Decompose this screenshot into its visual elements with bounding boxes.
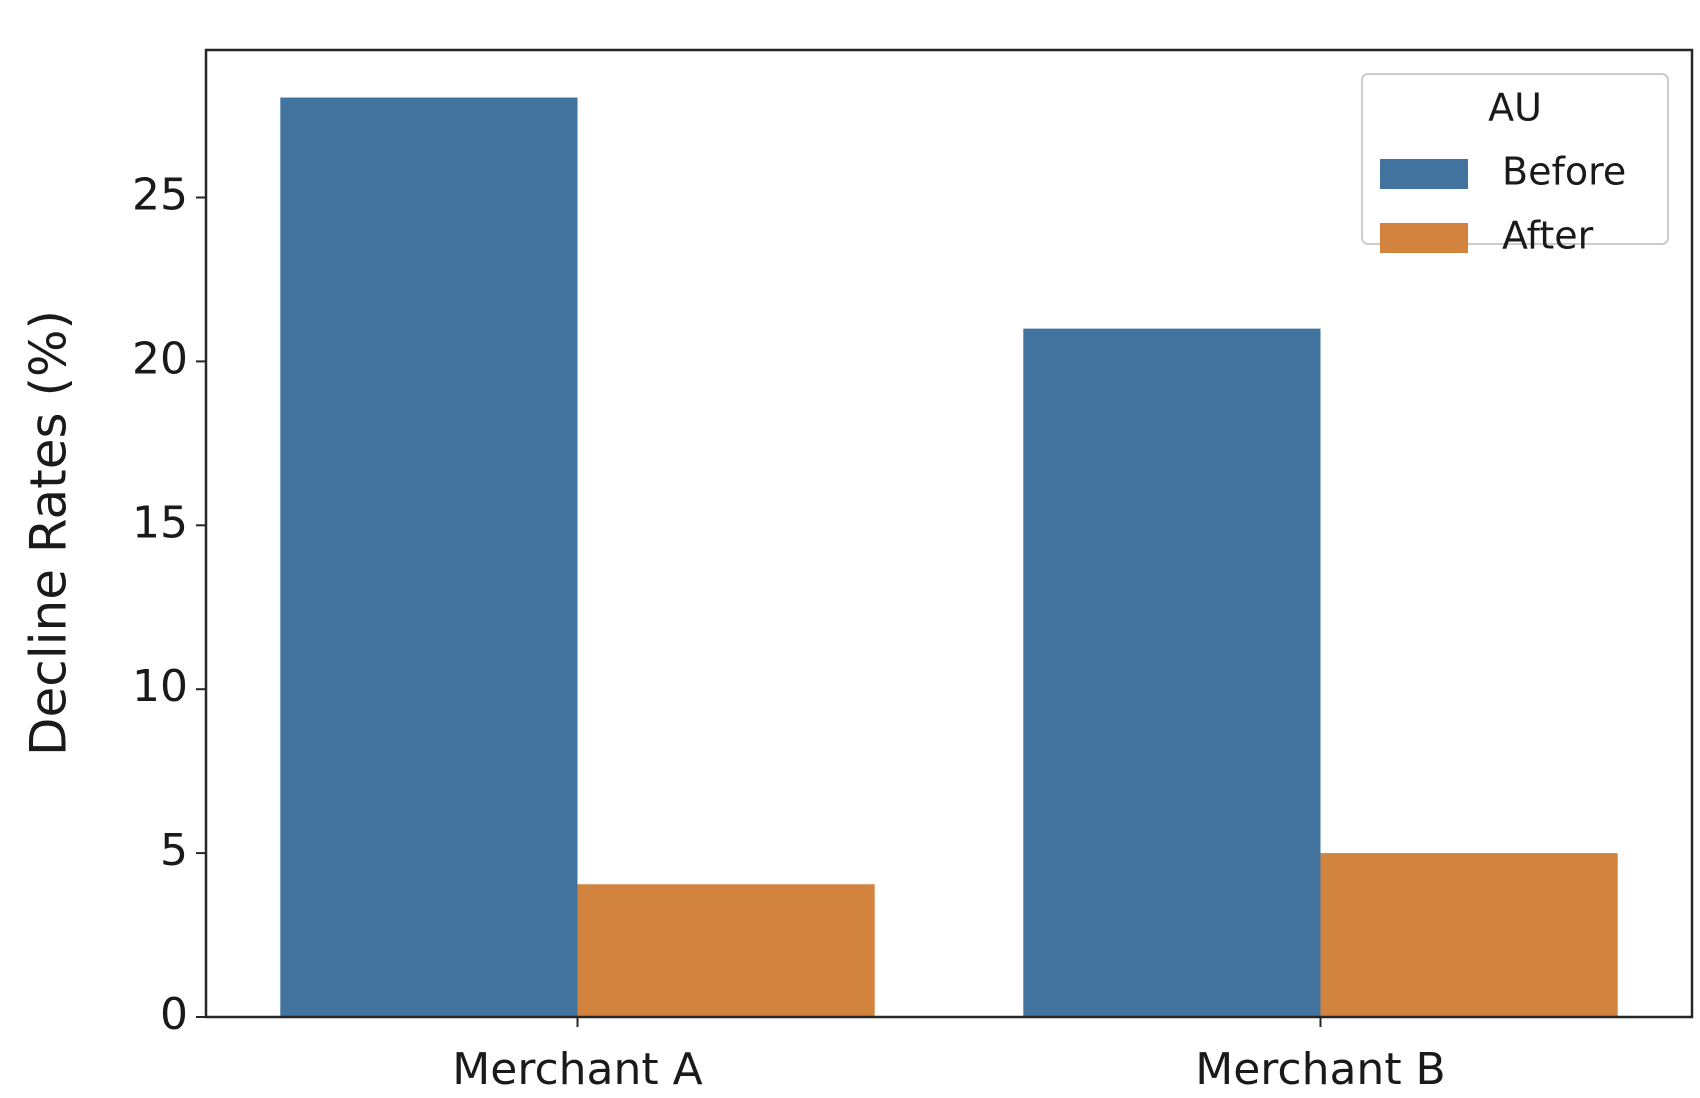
legend-swatch [1380, 223, 1468, 253]
x-tick-label: Merchant A [452, 1044, 702, 1095]
legend-label: After [1502, 214, 1594, 258]
bar [1023, 328, 1321, 1018]
bar [280, 97, 578, 1017]
y-tick-label: 5 [160, 825, 188, 876]
legend-label: Before [1502, 150, 1626, 194]
legend-swatch [1380, 159, 1468, 189]
y-tick-label: 10 [132, 661, 188, 712]
bar [1320, 853, 1618, 1017]
legend-box [1361, 73, 1669, 245]
plot-frame [204, 48, 1694, 1019]
x-tick-label: Merchant B [1195, 1044, 1446, 1095]
y-axis-label: Decline Rates (%) [20, 310, 78, 756]
bar [577, 884, 875, 1017]
y-tick-label: 20 [132, 333, 188, 384]
y-tick-label: 25 [132, 170, 188, 221]
y-tick-label: 0 [160, 989, 188, 1040]
y-tick-label: 15 [132, 497, 188, 548]
legend-title: AU [1488, 86, 1542, 130]
